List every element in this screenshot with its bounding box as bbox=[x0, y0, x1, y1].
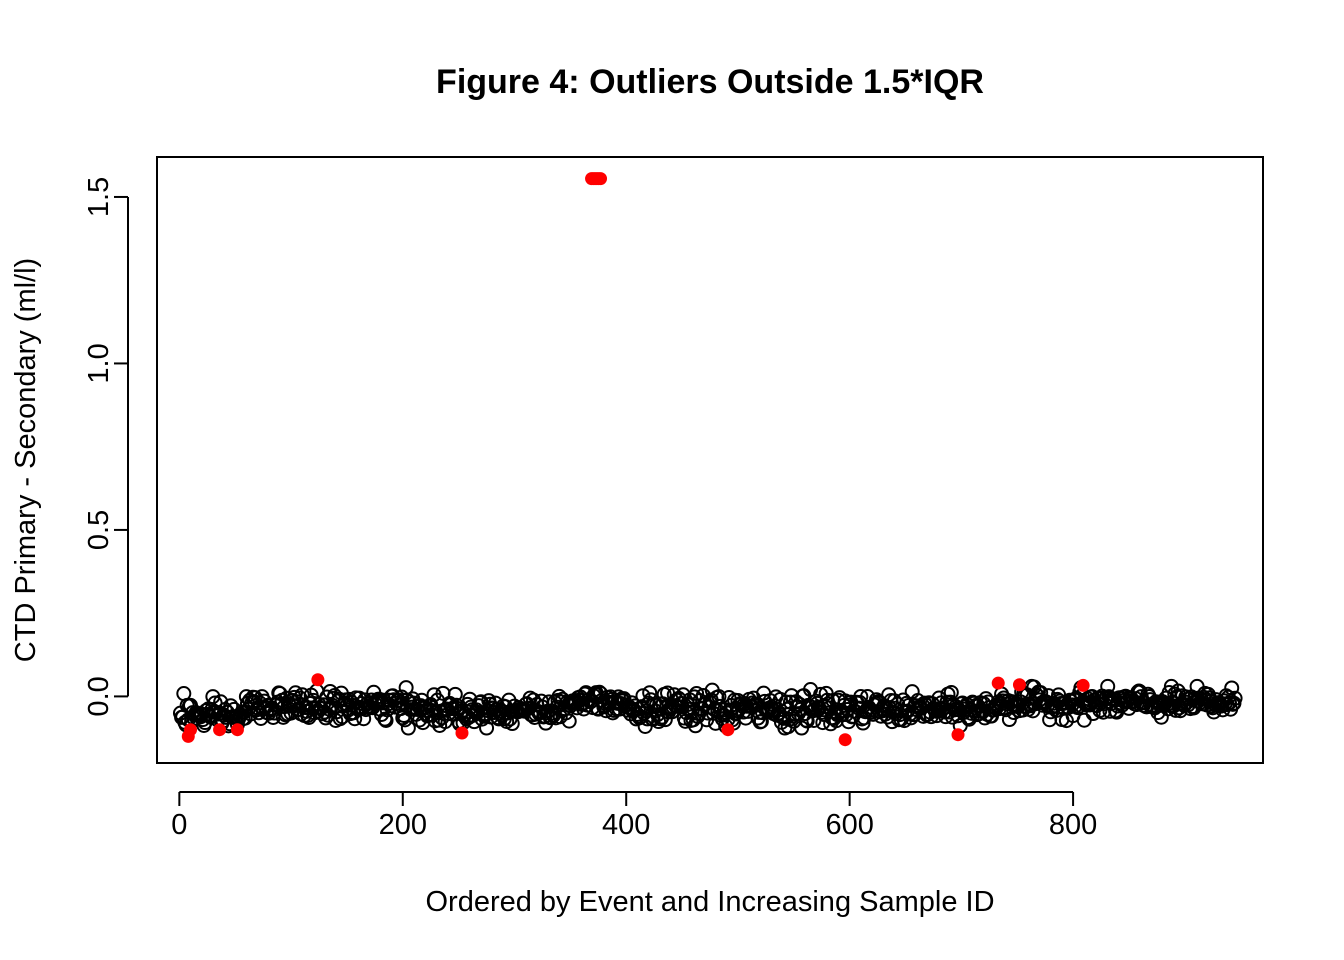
x-tick-label: 0 bbox=[171, 809, 187, 841]
data-point bbox=[400, 720, 416, 736]
data-point bbox=[378, 712, 394, 728]
outlier-point bbox=[311, 673, 325, 687]
outlier-point bbox=[594, 172, 608, 186]
outlier-point bbox=[838, 733, 852, 747]
outlier-point bbox=[455, 726, 469, 740]
y-tick-label: 0.5 bbox=[83, 510, 115, 550]
y-tick-label: 1.5 bbox=[83, 177, 115, 217]
data-point bbox=[1227, 690, 1243, 706]
data-points bbox=[172, 172, 1243, 747]
data-point bbox=[447, 686, 463, 702]
data-point bbox=[1100, 678, 1116, 694]
outlier-point bbox=[951, 728, 965, 742]
outlier-point bbox=[1076, 678, 1090, 692]
x-axis: 0 200 400 600 800 bbox=[171, 791, 1097, 841]
data-point bbox=[213, 694, 229, 710]
chart-title: Figure 4: Outliers Outside 1.5*IQR bbox=[436, 63, 984, 101]
data-point bbox=[651, 714, 667, 730]
y-tick-label: 1.0 bbox=[83, 343, 115, 383]
x-tick-label: 600 bbox=[825, 809, 873, 841]
outlier-point bbox=[1012, 678, 1026, 692]
plot-frame bbox=[156, 156, 1264, 764]
data-point bbox=[205, 689, 221, 705]
y-axis: 0.0 0.5 1.0 1.5 bbox=[83, 177, 129, 717]
x-tick-label: 800 bbox=[1049, 809, 1097, 841]
y-axis-label: CTD Primary - Secondary (ml/l) bbox=[10, 258, 42, 662]
data-point bbox=[910, 692, 926, 708]
data-point bbox=[275, 709, 291, 725]
data-point bbox=[1076, 712, 1092, 728]
x-axis-label: Ordered by Event and Increasing Sample I… bbox=[425, 886, 994, 918]
data-point bbox=[322, 683, 338, 699]
outlier-point bbox=[721, 723, 735, 737]
outlier-point bbox=[991, 676, 1005, 690]
outlier-point bbox=[213, 723, 227, 737]
outlier-point bbox=[230, 723, 244, 737]
outlier-point bbox=[184, 723, 198, 737]
data-point bbox=[711, 689, 727, 705]
y-tick-label: 0.0 bbox=[83, 676, 115, 716]
data-point bbox=[853, 688, 869, 704]
data-point bbox=[1224, 680, 1240, 696]
x-tick-label: 400 bbox=[602, 809, 650, 841]
data-point bbox=[689, 685, 705, 701]
x-tick-label: 200 bbox=[379, 809, 427, 841]
data-point bbox=[561, 713, 577, 729]
